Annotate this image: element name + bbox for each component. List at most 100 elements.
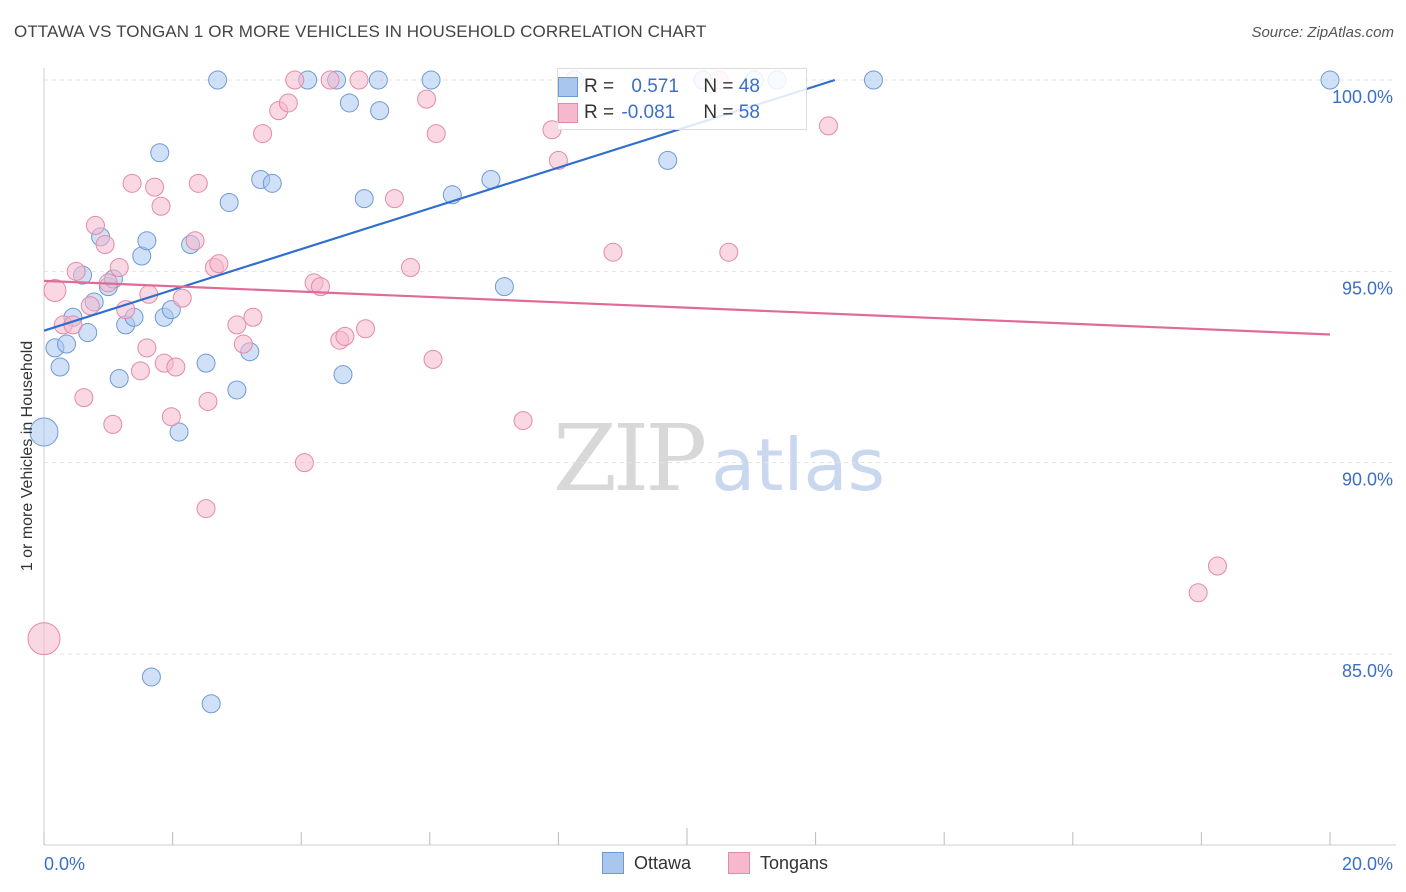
tongans-point (130, 361, 150, 381)
grid-lines (44, 79, 1396, 655)
tongans-point (426, 124, 446, 144)
tongans-point (294, 453, 314, 473)
legend-r-value: 0.571 (631, 76, 679, 97)
tongans-point (172, 288, 192, 308)
tongans-point (166, 357, 186, 377)
tongans-point (423, 349, 443, 369)
ottawa-point (368, 70, 388, 90)
tongans-point (818, 116, 838, 136)
legend-row-ottawa: R = 0.571 N = 48 (558, 74, 760, 100)
ottawa-point (1320, 70, 1340, 90)
tongans-point (1188, 583, 1208, 603)
legend-row-tongans: R = -0.081 N = 58 (558, 100, 760, 126)
ottawa-point (863, 70, 883, 90)
legend-n-value: 58 (738, 102, 760, 123)
tongans-point (137, 338, 157, 358)
bottom-legend-ottawa: Ottawa (602, 852, 691, 874)
ottawa-point (658, 150, 678, 170)
tongans-point (356, 319, 375, 339)
ottawa-point (208, 70, 228, 90)
ottawa-point (150, 143, 170, 163)
tongans-point (513, 411, 533, 431)
ottawa-point (354, 189, 374, 209)
tongans-point (384, 189, 404, 209)
ottawa-point (219, 192, 239, 212)
tongans-point (253, 124, 273, 144)
bottom-legend-label-ottawa: Ottawa (634, 852, 692, 873)
legend-r-value: -0.081 (621, 102, 676, 123)
ottawa-point (494, 277, 514, 297)
bottom-legend-tongans: Tongans (728, 852, 828, 874)
watermark: ZIP atlas (553, 405, 885, 512)
ottawa-point (137, 231, 157, 251)
axes (43, 68, 1396, 846)
tongans-point (27, 622, 61, 656)
x-tick-label: 0.0% (44, 854, 85, 874)
tongans-points (27, 70, 1227, 656)
tongans-point (151, 196, 171, 216)
source-credit: Source: ZipAtlas.com (1251, 24, 1394, 41)
tongans-point (95, 235, 115, 255)
y-tick-label: 95.0% (1342, 278, 1393, 298)
tick-labels: 85.0% 90.0% 95.0% 100.0% 0.0% 20.0% (44, 87, 1393, 874)
tongans-point (401, 258, 421, 278)
tongans-point (80, 296, 100, 316)
ottawa-point (29, 417, 59, 447)
watermark-atlas: atlas (711, 423, 886, 507)
tongans-point (196, 499, 216, 519)
ottawa-point (370, 101, 390, 121)
tongans-point (278, 93, 298, 113)
tongans-point (43, 278, 67, 302)
tongans-point (349, 70, 369, 90)
y-axis-label: 1 or more Vehicles in Household (19, 340, 36, 572)
ottawa-point (339, 93, 359, 113)
bottom-swatch-ottawa (602, 852, 624, 874)
tongans-point (320, 70, 340, 90)
tongans-point (198, 391, 218, 411)
tongans-point (227, 315, 247, 335)
ottawa-point (421, 70, 441, 90)
tongans-point (122, 173, 142, 193)
ottawa-point (50, 357, 70, 377)
legend-n-label: N = (703, 102, 739, 123)
tongans-point (209, 254, 229, 274)
legend-swatch-tongans (558, 103, 578, 123)
tongans-point (233, 334, 253, 354)
tongans-point (188, 173, 208, 193)
tongans-point (603, 242, 623, 262)
ottawa-point (109, 368, 129, 388)
ottawa-point (333, 365, 353, 385)
correlation-legend: R = 0.571 N = 48 R = -0.081 N = 58 (557, 68, 807, 130)
legend-n-value: 48 (738, 76, 760, 97)
ottawa-point (141, 667, 161, 687)
ottawa-point (78, 323, 98, 343)
tongans-point (335, 326, 355, 346)
legend-swatch-ottawa (558, 77, 578, 97)
tongans-point (243, 307, 263, 327)
ottawa-point (201, 694, 221, 714)
ottawa-point (57, 334, 77, 354)
tongans-point (66, 261, 86, 281)
ottawa-point (169, 422, 189, 442)
legend-n-label: N = (703, 76, 739, 97)
ottawa-point (262, 173, 282, 193)
watermark-zip: ZIP (553, 405, 707, 512)
y-tick-label: 90.0% (1342, 470, 1393, 490)
tongans-point (145, 177, 165, 197)
ottawa-point (481, 169, 501, 189)
chart-title: OTTAWA VS TONGAN 1 OR MORE VEHICLES IN H… (14, 22, 707, 41)
ottawa-point (196, 353, 216, 373)
legend-r-label: R = (584, 76, 620, 97)
y-tick-label: 85.0% (1342, 661, 1393, 681)
tongans-point (1207, 556, 1227, 576)
tongans-point (417, 89, 437, 109)
tongans-point (85, 215, 105, 235)
tongans-point (285, 70, 305, 90)
bottom-swatch-tongans (728, 852, 750, 874)
tongans-point (719, 242, 739, 262)
x-tick-label: 20.0% (1342, 854, 1393, 874)
ottawa-points (29, 70, 1340, 714)
ottawa-point (227, 380, 247, 400)
tongans-trend-line (43, 279, 1331, 336)
